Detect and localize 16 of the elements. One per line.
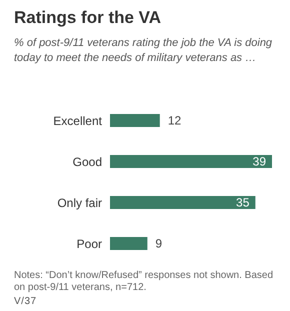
y-tick-label: Good [72, 154, 102, 169]
data-label: 39 [252, 154, 266, 169]
y-tick-label: Only fair [57, 196, 102, 210]
y-tick-label: Excellent [53, 114, 103, 128]
chart-subtitle: % of post-9/11 veterans rating the job the VA is doing today to meet the needs of military veterans as … [14, 36, 274, 66]
data-label: 35 [236, 196, 250, 210]
text: V/37 [14, 296, 38, 308]
bar [110, 196, 256, 209]
y-tick-label: Poor [76, 236, 102, 251]
data-label: 9 [155, 236, 162, 251]
data-label: 12 [168, 114, 182, 128]
bar [110, 154, 272, 168]
bar [110, 114, 160, 127]
bar [110, 236, 148, 250]
chart-title: Ratings for the VA [14, 8, 162, 28]
text: Notes: “Don’t know/Refused” responses not shown. Based on post-9/11 veterans, n=712. [14, 270, 274, 294]
